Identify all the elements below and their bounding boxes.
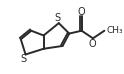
- Text: O: O: [78, 7, 85, 17]
- Text: O: O: [89, 39, 96, 49]
- Text: S: S: [20, 54, 26, 64]
- Text: S: S: [54, 13, 60, 23]
- Text: CH₃: CH₃: [106, 26, 123, 35]
